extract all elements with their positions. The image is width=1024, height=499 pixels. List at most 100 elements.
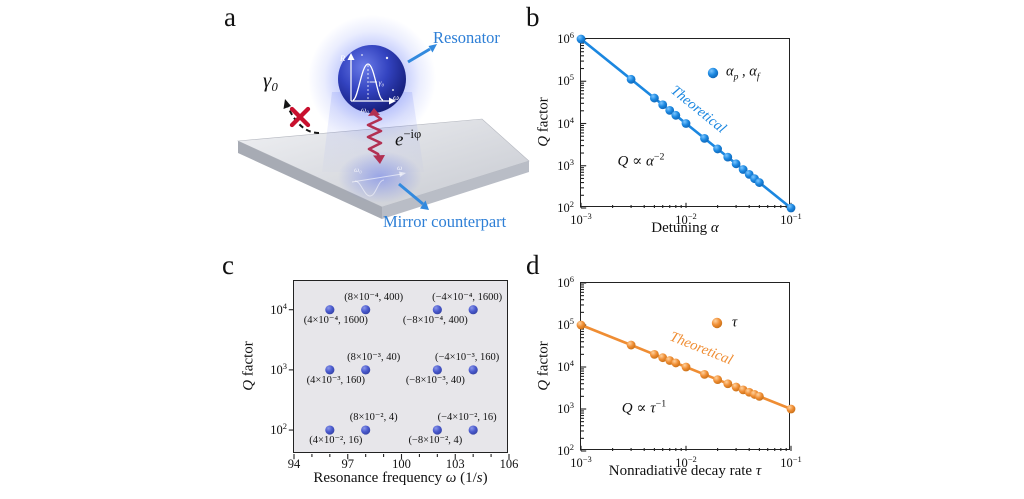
- data-point: [432, 425, 442, 435]
- point-label: (−8×10⁻³, 40): [405, 374, 465, 386]
- point-label: (−8×10⁻⁴, 400): [402, 314, 468, 326]
- reflection-axis: [351, 173, 403, 183]
- point-label: (4×10⁻², 16): [309, 435, 363, 447]
- data-point: [671, 358, 681, 368]
- mirror-callout-arrow: [398, 182, 424, 206]
- data-point: [681, 119, 691, 128]
- point-label: (−4×10⁻³, 160): [435, 351, 500, 363]
- tick-label: 104: [270, 300, 287, 317]
- reflection-axis-arrow: [399, 171, 406, 177]
- point-label: (−8×10⁻², 4): [408, 435, 463, 447]
- tick-label: 102: [270, 421, 287, 438]
- data-point: [361, 365, 371, 375]
- point-label: (4×10⁻³, 160): [306, 374, 366, 386]
- data-point: [468, 305, 478, 315]
- data-point: [468, 365, 478, 375]
- data-point: [723, 152, 733, 162]
- data-point: [432, 305, 442, 315]
- tick-label: 106: [499, 457, 519, 471]
- resonator-sphere: [338, 45, 406, 113]
- data-point: [325, 365, 335, 375]
- tick-label: 10−3: [570, 454, 592, 471]
- inset-omega-label: ω: [393, 92, 399, 102]
- mirror-arrowhead-icon: [420, 200, 429, 210]
- panel-d-xlabel: Nonradiative decay rate τ: [608, 463, 762, 479]
- mirror-counterpart-label: Mirror counterpart: [383, 212, 507, 231]
- point-label: (8×10⁻², 4): [349, 412, 398, 424]
- data-point: [700, 369, 709, 379]
- panel-d-annotation: Q ∝ τ−1: [621, 398, 667, 417]
- tick-label: 10−1: [780, 454, 802, 471]
- data-point: [713, 375, 723, 385]
- data-point: [361, 305, 371, 315]
- data-point: [649, 93, 659, 103]
- data-point: [671, 110, 681, 120]
- sparkle-icon: [361, 54, 363, 56]
- tick-label: 97: [341, 457, 355, 471]
- data-point: [713, 144, 723, 154]
- tick-label: 106: [557, 274, 574, 291]
- data-point: [700, 133, 709, 143]
- data-point: [731, 159, 741, 169]
- tick-label: 102: [557, 442, 574, 459]
- data-point: [361, 425, 371, 435]
- tick-label: 103: [557, 156, 574, 173]
- spring-arrow-up-icon: [368, 108, 380, 116]
- data-point: [325, 305, 335, 315]
- red-cross-icon: [289, 106, 311, 128]
- tick-label: 100: [392, 457, 411, 471]
- tick-label: 104: [557, 114, 574, 131]
- point-label: (−4×10⁻², 16): [437, 412, 497, 424]
- lorentzian-inset: [347, 53, 396, 105]
- resonator-mirror-schematic: ω₀ ω R ω ω₀ γ₀: [236, 15, 530, 219]
- panel-c-letter: c: [222, 250, 234, 280]
- tick-label: 103: [445, 457, 465, 471]
- inset-y-arrow: [347, 53, 355, 60]
- data-point: [649, 349, 659, 359]
- decay-arrowhead-icon: [283, 99, 291, 109]
- tick-label: 10−2: [675, 454, 697, 471]
- panel-b-annotation: Q ∝ α−2: [617, 151, 665, 170]
- decay-dashed-arrow: [287, 106, 320, 134]
- phase-factor-label: e−iφ: [395, 127, 422, 151]
- legend-marker-icon: [711, 317, 723, 329]
- reflection-omega-label: ω: [397, 163, 402, 172]
- point-label: (4×10⁻⁴, 1600): [303, 314, 368, 326]
- tick-label: 102: [557, 199, 574, 216]
- data-point: [658, 100, 668, 110]
- data-point: [786, 203, 796, 213]
- panel-d-legend-label: τ: [732, 314, 738, 331]
- chart-d: Theoretical Q ∝ τ−1 τ 10−3 10−2 10−1 106 105…: [557, 274, 802, 470]
- panel-b-xlabel: Detuning α: [651, 220, 719, 236]
- tick-label: 10−3: [570, 211, 592, 228]
- panel-c-xlabel: Resonance frequency ω (1/s): [313, 470, 488, 486]
- panel-a-letter: a: [224, 2, 236, 32]
- sphere-reflection: [338, 151, 422, 203]
- gamma0-label: γ₀: [263, 68, 279, 92]
- data-point: [665, 106, 675, 115]
- spring-arrow-down-icon: [373, 155, 385, 164]
- panel-b-letter: b: [526, 2, 540, 32]
- data-point: [754, 391, 764, 401]
- chart-b: Theoretical Q ∝ α−2 αp , αf 10−3 10−2 10−1…: [557, 30, 802, 227]
- tick-label: 106: [557, 30, 574, 47]
- panel-c-ylabel: Q factor: [240, 341, 257, 391]
- tick-label: 105: [557, 316, 574, 333]
- tick-label: 94: [287, 457, 301, 471]
- inset-x-arrow: [389, 97, 396, 105]
- reflection-omega0-label: ω₀: [354, 165, 362, 174]
- resonator-label: Resonator: [433, 28, 500, 47]
- data-point: [754, 178, 764, 187]
- point-label: (8×10⁻³, 40): [347, 351, 401, 363]
- data-point: [325, 425, 335, 435]
- spring-coupling: [366, 112, 383, 158]
- tick-label: 103: [557, 400, 574, 417]
- panel-d-ylabel: Q factor: [535, 341, 552, 391]
- inset-r-label: R: [339, 53, 346, 63]
- data-point: [576, 320, 586, 330]
- data-point: [786, 404, 796, 414]
- tick-label: 10−2: [675, 211, 697, 228]
- tick-label: 10−1: [780, 211, 802, 228]
- data-point: [738, 165, 748, 174]
- data-point: [681, 362, 691, 372]
